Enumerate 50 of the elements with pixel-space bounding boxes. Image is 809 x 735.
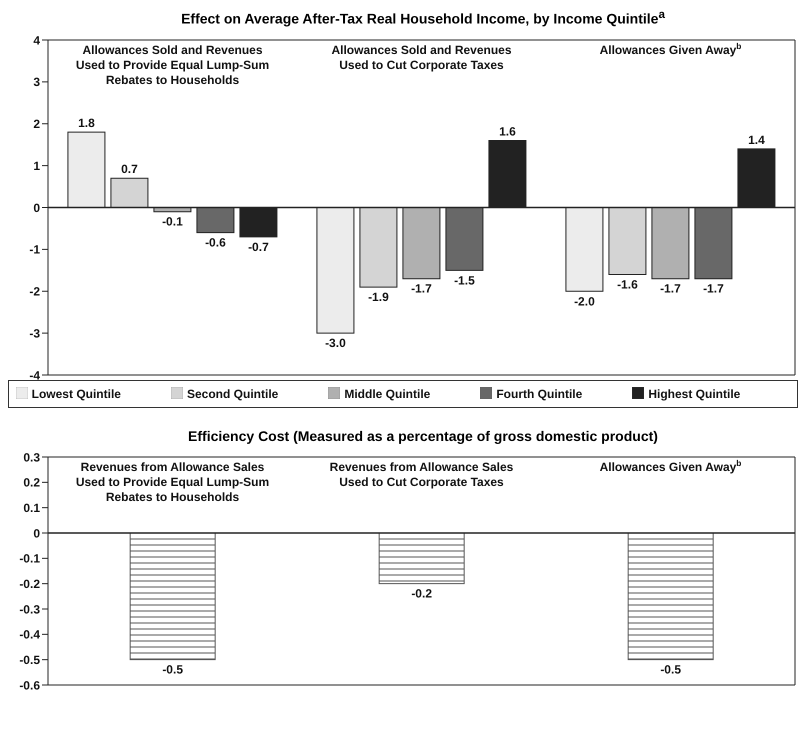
x-tick-label: Allowances Given Away$^{b}$ <box>600 458 742 474</box>
chart-title: Efficiency Cost (Measured as a percentage of gross domestic product) <box>187 428 659 444</box>
y-tick-label: -0.6 <box>19 678 40 692</box>
y-tick-label: -4 <box>29 368 40 382</box>
x-tick-label: Allowances Given Away$^{b}$ <box>600 40 742 57</box>
y-tick-label: 0.1 <box>23 500 40 515</box>
data-label: -0.1 <box>162 214 184 228</box>
data-label: -0.7 <box>248 239 270 254</box>
data-label: 1.8 <box>78 116 96 130</box>
x-tick-label: Allowances Sold and Revenues Used to Provide Equal Lump-Sum Rebates to Households <box>76 42 270 87</box>
data-label: -1.7 <box>411 281 432 296</box>
data-label: 1.4 <box>748 132 766 147</box>
y-tick-label: 3 <box>33 74 40 89</box>
y-tick-label: -0.2 <box>19 576 40 591</box>
data-label: -1.6 <box>617 277 638 292</box>
data-label: -3.0 <box>325 336 346 350</box>
x-tick-label: Allowances Sold and Revenues Used to Cut Corporate Taxes <box>331 42 512 72</box>
y-tick-label: -0.3 <box>19 602 40 616</box>
data-label: -0.5 <box>162 662 184 676</box>
legend-label: Middle Quintile <box>344 386 430 401</box>
y-tick-label: 4 <box>33 32 40 47</box>
legend-label: Lowest Quintile <box>32 386 121 401</box>
data-label: -0.6 <box>205 235 226 250</box>
data-label: 1.6 <box>499 124 516 138</box>
data-label: -1.5 <box>454 272 476 287</box>
y-tick-label: -1 <box>29 242 40 256</box>
chart-title: Effect on Average After-Tax Real Household Income, by Income Quintile$^{a}$ <box>180 8 666 27</box>
data-label: 0.7 <box>121 162 138 176</box>
legend-label: Highest Quintile <box>648 386 740 401</box>
y-tick-label: 0 <box>33 200 40 214</box>
y-tick-label: -0.5 <box>19 652 40 667</box>
x-tick-label: Revenues from Allowance Sales Used to Provide Equal Lump-Sum Rebates to Households <box>76 460 270 504</box>
data-label: -0.2 <box>411 586 432 600</box>
legend-label: Second Quintile <box>186 386 278 401</box>
y-tick-label: -2 <box>29 284 40 298</box>
data-label: -1.7 <box>703 281 724 296</box>
data-label: -2.0 <box>574 294 596 308</box>
y-tick-label: 0.2 <box>23 475 40 490</box>
y-tick-label: -0.1 <box>19 551 40 566</box>
x-tick-label: Revenues from Allowance Sales Used to Cut Corporate Taxes <box>330 460 514 489</box>
y-tick-label: 0 <box>33 526 40 540</box>
y-tick-label: -3 <box>29 326 40 340</box>
data-label: -1.7 <box>660 281 682 296</box>
y-tick-label: 1 <box>33 158 40 173</box>
y-tick-label: 0.3 <box>23 450 40 464</box>
data-label: -1.9 <box>368 290 390 304</box>
y-tick-label: 2 <box>33 116 40 131</box>
y-tick-label: -0.4 <box>19 627 40 642</box>
data-label: -0.5 <box>660 662 682 676</box>
legend-label: Fourth Quintile <box>496 386 582 401</box>
